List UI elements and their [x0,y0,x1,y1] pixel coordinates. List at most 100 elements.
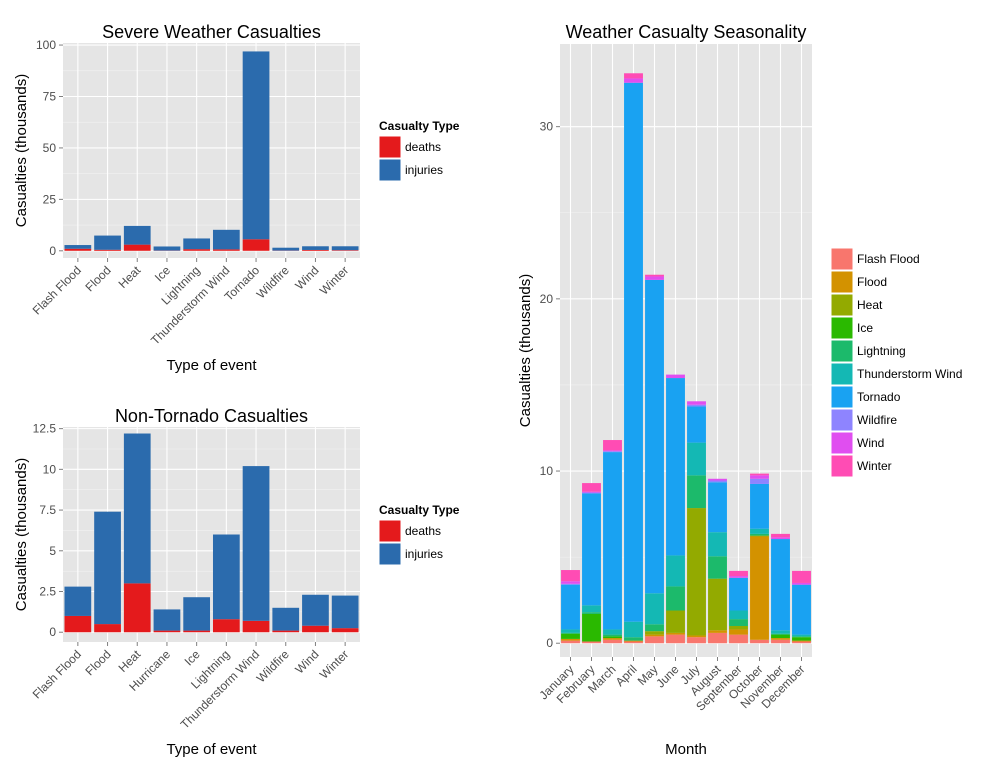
bar-november-flash-flood [771,639,790,644]
bar-july-heat [687,508,706,636]
x-tick-label: Winter [317,647,351,681]
bar-flood-deaths [94,249,121,251]
bar-february-ice [582,613,601,642]
bar-february-wildfire [582,492,601,494]
legend-swatch [831,432,853,454]
legend-label: injuries [405,547,443,561]
bar-july-lightning [687,475,706,509]
legend-title: Casualty Type [379,119,460,133]
bar-october-tornado [750,483,769,529]
bar-february-wind [582,491,601,493]
bar-june-heat [666,610,685,633]
bar-march-ice [603,636,622,639]
bar-thunderstorm-wind-deaths [242,620,270,633]
bar-july-wildfire [687,404,706,407]
bar-april-lightning [624,637,643,641]
bar-august-wildfire [708,480,727,483]
bar-may-thunderstorm-wind [645,593,664,625]
legend-label: Wind [857,436,884,450]
chart-title: Non-Tornado Casualties [115,406,308,426]
y-tick-label: 100 [36,38,56,52]
y-tick-label: 2.5 [39,585,56,599]
bar-july-flash-flood [687,637,706,644]
bar-september-tornado [729,577,748,611]
x-tick-label: Ice [182,647,203,668]
bar-may-wind [645,276,664,280]
x-tick-label: Flash Flood [30,647,84,701]
y-tick-label: 25 [43,192,57,206]
bar-july-tornado [687,406,706,443]
legend-label: Wildfire [857,413,897,427]
bar-february-winter [582,483,601,492]
bar-flash-flood-deaths [64,248,92,251]
legend-item-winter: Winter [830,454,892,478]
bar-thunderstorm-wind-injuries [242,466,270,621]
bar-thunderstorm-wind-deaths [212,249,240,251]
bar-ice-injuries [153,246,181,251]
legend-swatch [831,455,853,477]
bar-february-thunderstorm-wind [582,605,601,613]
bars [64,51,359,251]
legend-swatch [831,363,853,385]
legend-swatch [831,340,853,362]
bar-flash-flood-injuries [64,245,92,249]
y-tick-label: 0 [49,244,56,258]
y-axis-label: Casualties (thousands) [13,74,30,227]
bar-hurricane-deaths [153,630,181,633]
bar-november-tornado [771,539,790,631]
legend-label: Lightning [857,344,906,358]
legend-swatch [379,159,401,181]
bar-april-tornado [624,82,643,622]
bar-september-flood [729,629,748,635]
bar-heat-injuries [123,433,151,584]
bar-june-thunderstorm-wind [666,555,685,587]
legend-swatch [831,317,853,339]
legend-item-flash-flood: Flash Flood [830,247,920,271]
bar-december-flash-flood [792,641,811,644]
bar-flood-injuries [94,235,121,250]
legend-label: Heat [857,298,883,312]
bar-december-wind [792,582,811,585]
bar-august-flood [708,630,727,633]
bar-october-wind [750,475,769,479]
bar-april-thunderstorm-wind [624,621,643,638]
legend-item-injuries: injuries [378,158,443,182]
bar-january-ice [561,633,580,639]
bar-june-tornado [666,378,685,556]
chart-title: Severe Weather Casualties [102,22,321,42]
bar-april-flash-flood [624,641,643,644]
y-tick-label: 0 [546,636,553,650]
bar-lightning-injuries [212,534,240,620]
y-tick-label: 7.5 [39,503,56,517]
bar-heat-injuries [123,225,151,245]
legend-item-heat: Heat [830,293,883,317]
bar-january-flood [561,638,580,641]
bar-flash-flood-deaths [64,615,92,633]
bar-january-tornado [561,584,580,630]
bar-january-wildfire [561,583,580,585]
y-tick-label: 20 [540,292,554,306]
legend-label: Ice [857,321,873,335]
bar-wind-deaths [302,625,329,633]
bar-march-thunderstorm-wind [603,629,622,635]
bar-june-lightning [666,586,685,611]
bar-october-lightning [750,533,769,536]
bar-may-lightning [645,624,664,632]
legend-label: Winter [857,459,892,473]
bar-august-thunderstorm-wind [708,532,727,557]
bar-march-flash-flood [603,639,622,644]
legend-swatch [831,294,853,316]
bar-december-lightning [792,636,811,638]
bar-october-heat [750,535,769,537]
x-tick-label: Wildfire [254,263,292,301]
legend-title: Casualty Type [379,503,460,517]
bar-september-flash-flood [729,634,748,644]
legend-item-flood: Flood [830,270,887,294]
bar-november-thunderstorm-wind [771,630,790,634]
x-tick-label: April [613,662,640,689]
bar-hurricane-injuries [153,609,181,631]
bar-august-flash-flood [708,632,727,644]
bar-february-lightning [582,612,601,614]
